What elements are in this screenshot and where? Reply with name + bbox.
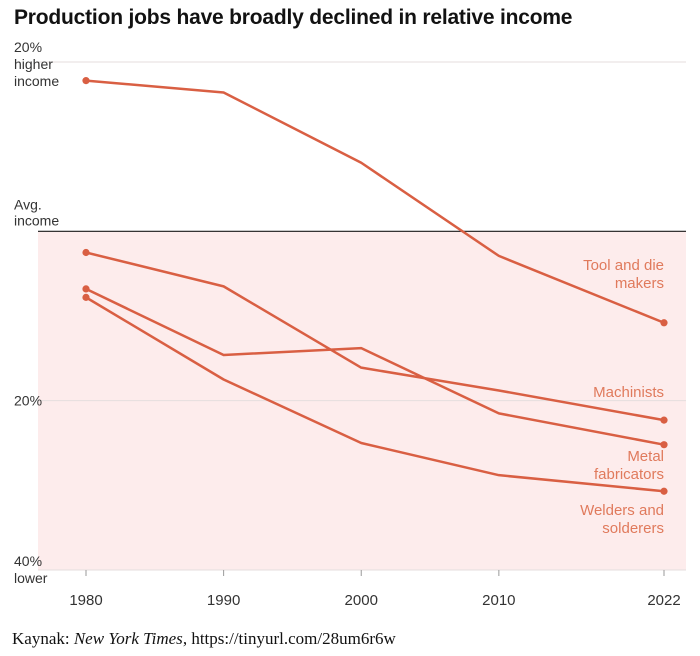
y-tick-label: income — [14, 73, 59, 89]
series-label: Welders and — [580, 502, 664, 519]
series-label: Tool and die — [583, 257, 664, 274]
source-suffix: , https://tinyurl.com/28um6r6w — [182, 629, 396, 648]
series-start-point — [82, 293, 90, 301]
series-end-point — [660, 319, 668, 327]
line-chart: 20%higherincomeAvg.income20%40%lower1980… — [14, 39, 686, 609]
y-tick-label: 20% — [14, 39, 42, 55]
series-label: Metal — [627, 448, 664, 465]
series-line — [85, 251, 665, 422]
series-line — [85, 296, 665, 493]
series-label: makers — [615, 275, 664, 292]
x-tick-label: 1980 — [69, 592, 102, 609]
series-label: solderers — [602, 520, 664, 537]
source-note: Kaynak: New York Times, https://tinyurl.… — [12, 629, 396, 649]
y-tick-label: income — [14, 212, 59, 228]
y-tick-label: 20% — [14, 393, 42, 409]
y-tick-label: 40% — [14, 553, 42, 569]
series-line — [85, 79, 665, 324]
series-start-point — [82, 285, 90, 293]
y-tick-label: lower — [14, 570, 48, 586]
series-end-point — [660, 416, 668, 424]
series-label: Machinists — [593, 384, 664, 401]
source-prefix: Kaynak: — [12, 629, 74, 648]
y-tick-label: higher — [14, 56, 53, 72]
series-line — [85, 287, 665, 446]
series-end-point — [660, 487, 668, 495]
x-tick-label: 1990 — [207, 592, 240, 609]
chart-title: Production jobs have broadly declined in… — [14, 6, 573, 29]
source-publication: New York Times — [73, 629, 183, 648]
series-end-point — [660, 441, 668, 449]
x-tick-label: 2010 — [482, 592, 515, 609]
series-start-point — [82, 77, 90, 85]
x-tick-label: 2000 — [345, 592, 378, 609]
y-tick-label: Avg. — [14, 196, 42, 212]
series-label: fabricators — [594, 466, 664, 483]
series-start-point — [82, 248, 90, 257]
x-tick-label: 2022 — [647, 592, 680, 609]
